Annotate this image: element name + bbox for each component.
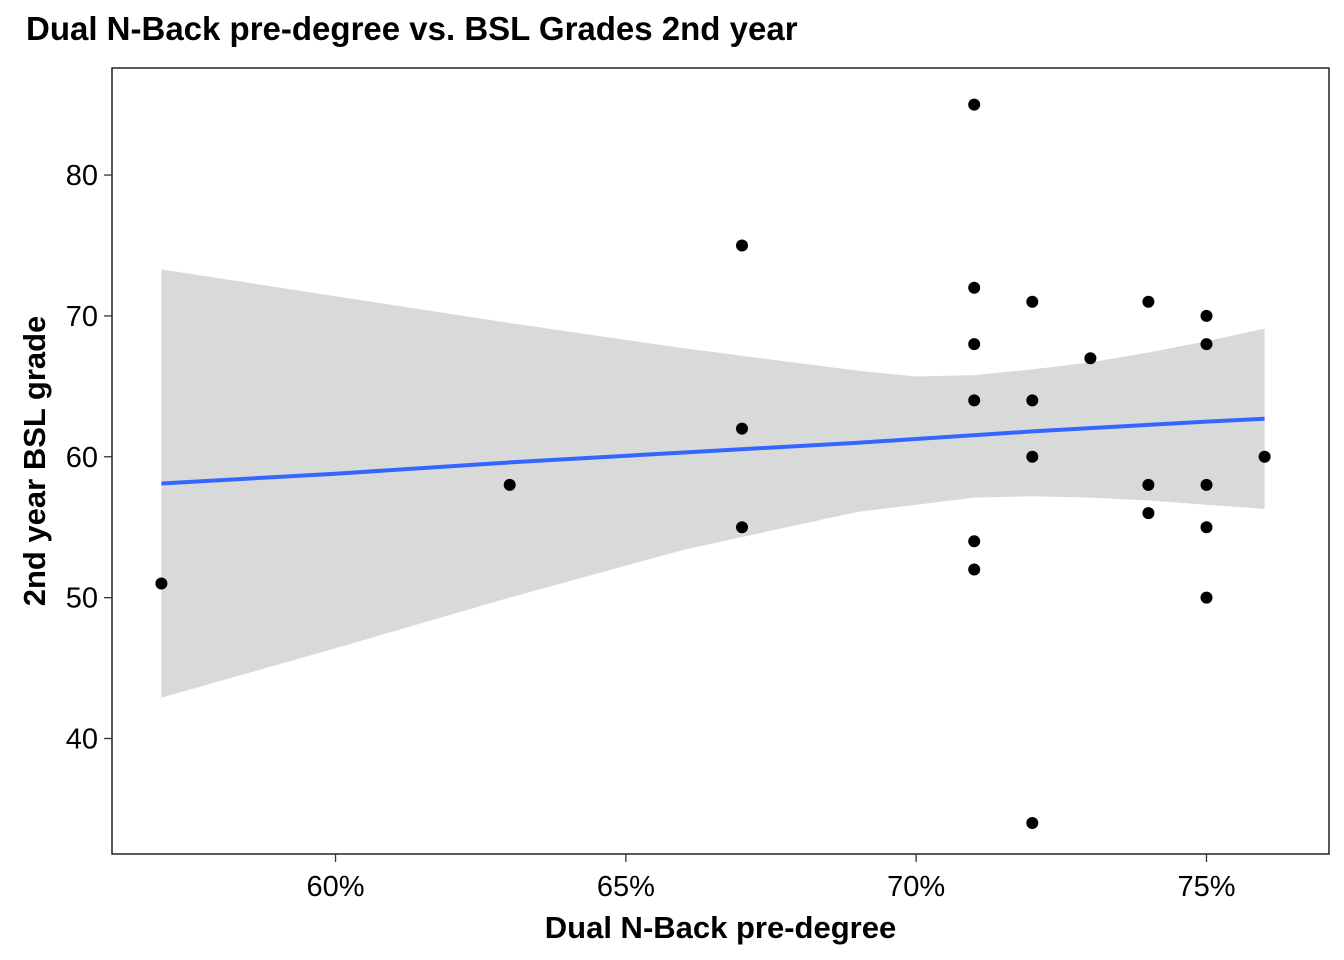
plot-panel-border bbox=[111, 67, 1330, 855]
y-tick-label: 40 bbox=[66, 723, 98, 755]
data-point bbox=[1200, 591, 1213, 604]
data-point bbox=[968, 338, 981, 351]
points-layer bbox=[155, 98, 1271, 829]
data-point bbox=[155, 577, 168, 590]
data-point bbox=[1026, 295, 1039, 308]
y-axis: 40 50 60 70 80 bbox=[66, 160, 112, 755]
fit-line-layer bbox=[161, 416, 1265, 486]
data-point bbox=[503, 478, 516, 491]
data-point bbox=[1258, 450, 1271, 463]
y-tick-label: 70 bbox=[66, 301, 98, 333]
chart-title: Dual N-Back pre-degree vs. BSL Grades 2n… bbox=[26, 10, 798, 47]
data-point bbox=[736, 239, 748, 252]
y-tick-label: 60 bbox=[66, 442, 98, 474]
data-point bbox=[1084, 352, 1097, 365]
data-point bbox=[1200, 309, 1213, 322]
data-point bbox=[736, 521, 748, 534]
y-tick-label: 50 bbox=[66, 583, 98, 615]
data-point bbox=[968, 98, 981, 111]
x-tick-label: 75% bbox=[1177, 871, 1235, 903]
data-point bbox=[1142, 295, 1155, 308]
x-tick-label: 65% bbox=[597, 871, 655, 903]
data-point bbox=[1200, 521, 1213, 534]
y-axis-title: 2nd year BSL grade bbox=[17, 316, 52, 607]
data-point bbox=[968, 394, 981, 407]
data-point bbox=[968, 535, 981, 548]
data-point bbox=[1200, 478, 1213, 491]
data-point bbox=[736, 422, 748, 435]
confidence-band-layer bbox=[161, 269, 1265, 698]
x-axis-title: Dual N-Back pre-degree bbox=[545, 910, 896, 945]
data-point bbox=[1026, 817, 1039, 829]
y-tick-label: 80 bbox=[66, 160, 98, 192]
data-point bbox=[1142, 478, 1155, 491]
data-point bbox=[1200, 338, 1213, 351]
data-point bbox=[1142, 507, 1155, 520]
data-point bbox=[1026, 450, 1039, 463]
regression-line bbox=[161, 416, 1265, 486]
confidence-band bbox=[161, 269, 1265, 698]
x-tick-label: 60% bbox=[307, 871, 365, 903]
data-point bbox=[968, 281, 981, 294]
x-axis: 60% 65% 70% 75% bbox=[307, 854, 1236, 903]
x-tick-label: 70% bbox=[887, 871, 945, 903]
data-point bbox=[968, 563, 981, 576]
data-point bbox=[1026, 394, 1039, 407]
